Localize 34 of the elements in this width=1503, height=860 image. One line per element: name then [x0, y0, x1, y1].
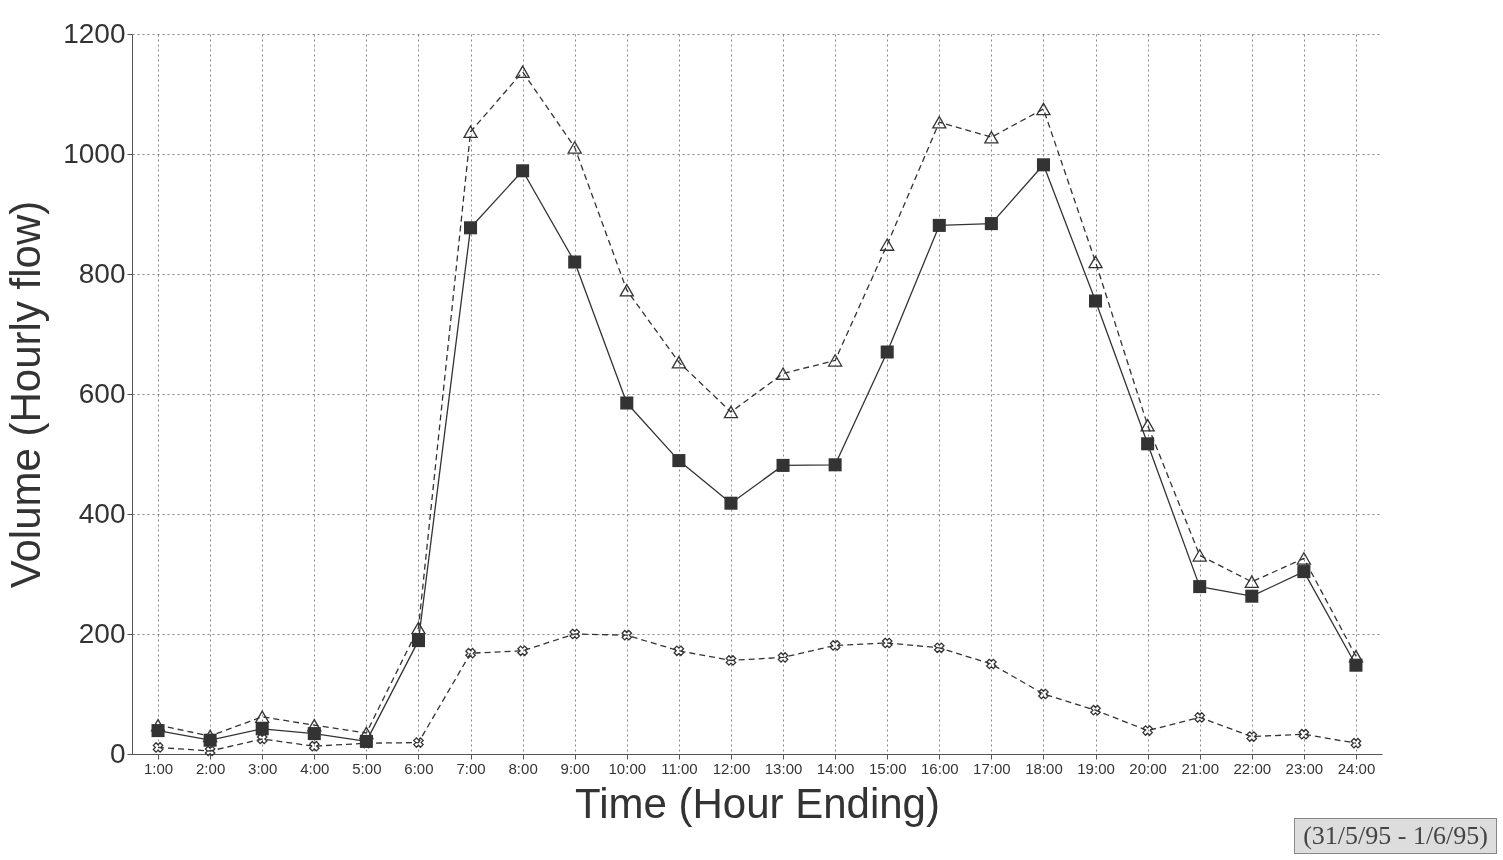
x-tick-label: 18:00	[1025, 759, 1063, 777]
y-tick-label: 800	[78, 257, 126, 289]
x-tick-label: 7:00	[456, 759, 486, 777]
x-tick-label: 13:00	[764, 759, 803, 777]
x-tick-label: 10:00	[608, 759, 647, 777]
y-axis-title: Volume (Hourly flow)	[2, 200, 50, 589]
x-tick-label: 19:00	[1077, 759, 1115, 777]
x-tick-label: 4:00	[300, 759, 330, 777]
x-tick-label: 20:00	[1129, 759, 1167, 777]
x-tick-label: 11:00	[661, 759, 698, 777]
x-tick-label: 6:00	[404, 759, 434, 777]
y-tick-label: 400	[78, 497, 126, 529]
y-tick-label: 1000	[63, 137, 126, 169]
x-tick-label: 16:00	[921, 759, 959, 777]
x-axis-title: Time (Hour Ending)	[575, 779, 940, 827]
x-tick-label: 22:00	[1233, 759, 1272, 777]
y-tick-label: 1200	[63, 17, 126, 49]
x-tick-label: 8:00	[508, 759, 538, 777]
x-tick-label: 24:00	[1337, 759, 1376, 777]
x-tick-label: 1:00	[143, 759, 174, 777]
x-tick-label: 9:00	[560, 759, 590, 777]
x-tick-label: 5:00	[352, 759, 382, 777]
x-tick-label: 12:00	[712, 759, 751, 777]
text: (31/5/95 - 1/6/95)	[1294, 818, 1497, 854]
x-tick-label: 2:00	[196, 759, 226, 777]
y-tick-label: 600	[78, 377, 126, 409]
x-tick-label: 14:00	[816, 759, 855, 777]
x-tick-label: 15:00	[868, 759, 907, 777]
x-tick-label: 3:00	[248, 759, 278, 777]
x-tick-label: 23:00	[1285, 759, 1324, 777]
y-tick-label: 0	[109, 737, 126, 769]
x-tick-label: 21:00	[1181, 759, 1219, 777]
x-tick-label: 17:00	[973, 759, 1011, 777]
y-tick-label: 200	[78, 617, 126, 649]
